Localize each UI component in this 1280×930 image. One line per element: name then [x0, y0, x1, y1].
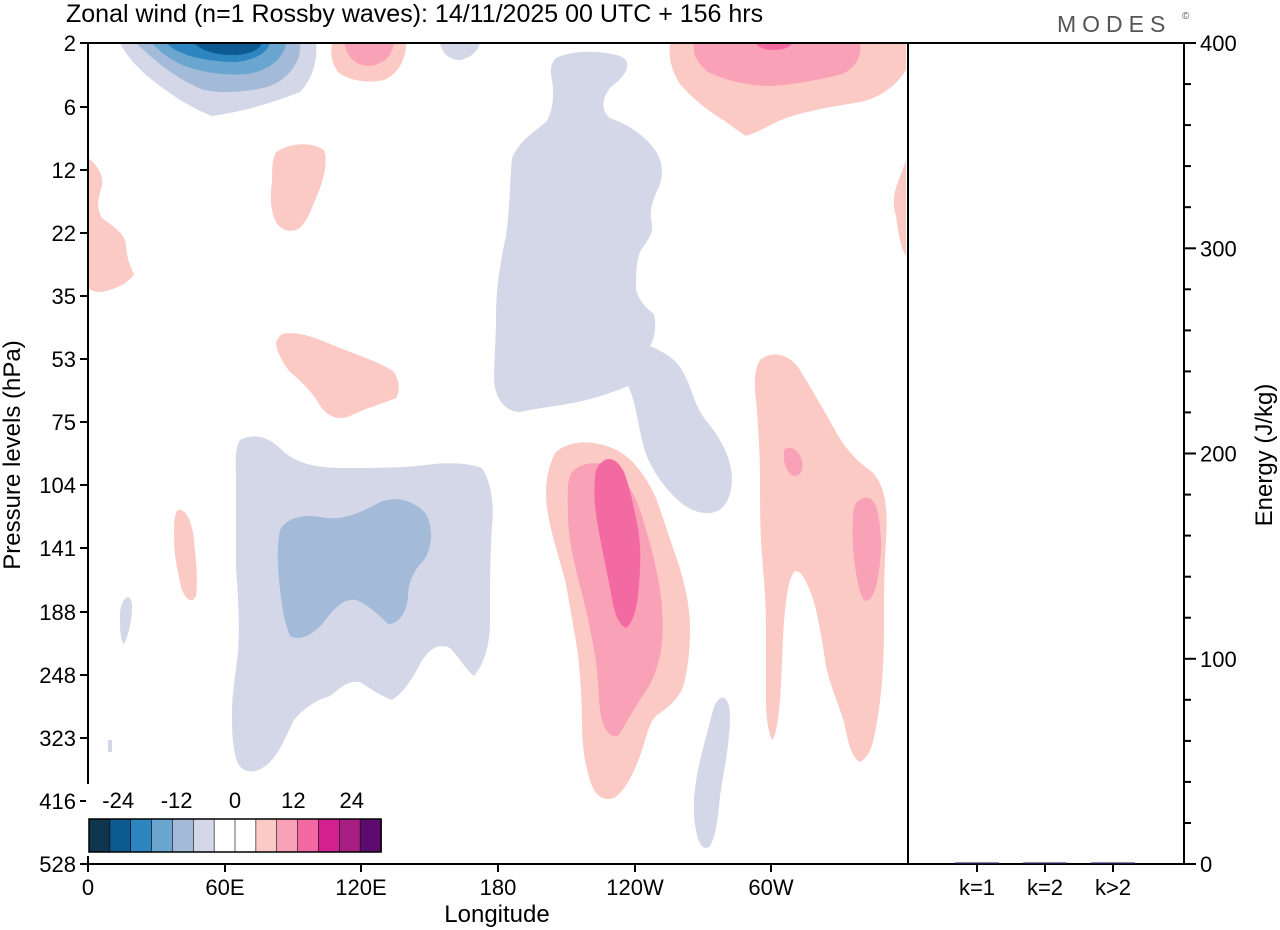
energy-category-label: k>2 [1095, 875, 1131, 900]
colorbar-label: -24 [102, 788, 134, 813]
colorbar-label: 24 [340, 788, 364, 813]
contour-neg-light [108, 740, 112, 752]
colorbar-swatch [255, 818, 278, 853]
energy-tick-label: 0 [1200, 852, 1212, 877]
contour-pos-mid [784, 447, 803, 476]
chart-title: Zonal wind (n=1 Rossby waves): 14/11/202… [66, 0, 763, 28]
colorbar-swatch [192, 818, 215, 853]
contour-pos-strong [756, 43, 792, 50]
contour-pos-mid [852, 497, 881, 601]
contour-neg-light [232, 436, 493, 772]
colorbar-swatches [88, 818, 382, 853]
contour-pos-light [893, 160, 906, 256]
contour-neg-mid [277, 499, 432, 639]
contour-pos-light [88, 158, 134, 292]
y-tick-label: 12 [52, 158, 76, 183]
y-tick-label: 35 [52, 284, 76, 309]
colorbar-swatch [151, 818, 174, 853]
y-tick-label: 53 [52, 347, 76, 372]
x-axis-label: Longitude [444, 901, 549, 928]
y-tick-label: 528 [39, 852, 76, 877]
energy-category-label: k=2 [1027, 875, 1063, 900]
y-tick-label: 248 [39, 663, 76, 688]
colorbar-label: -12 [161, 788, 193, 813]
y-tick-label: 2 [64, 31, 76, 56]
colorbar-labels: -24 -12 0 12 24 [102, 788, 364, 813]
contour-neg-core [194, 43, 262, 55]
y-tick-label: 416 [39, 789, 76, 814]
contour-pos-light [276, 333, 399, 419]
energy-tick-label: 300 [1200, 236, 1237, 261]
energy-tick-label: 400 [1200, 31, 1237, 56]
colorbar-swatch [213, 818, 236, 853]
energy-bar [1023, 862, 1067, 864]
colorbar-swatch [109, 818, 132, 853]
contour-neg-light [494, 51, 732, 514]
energy-axis-label: Energy (J/kg) [1251, 384, 1278, 527]
x-tick-label: 120E [335, 875, 386, 900]
y-axis-label: Pressure levels (hPa) [0, 340, 26, 569]
longitude-axis: 0 60E 120E 180 120W 60W [82, 864, 794, 900]
colorbar-legend: -24 -12 0 12 24 [86, 784, 382, 856]
contour-pos-mid [344, 43, 394, 66]
energy-axis: 0 100 200 300 400 [1184, 31, 1237, 877]
y-tick-label: 323 [39, 726, 76, 751]
colorbar-swatch [297, 818, 320, 853]
contour-pos-light [270, 144, 326, 231]
x-tick-label: 180 [480, 875, 517, 900]
energy-tick-label: 200 [1200, 442, 1237, 467]
contour-pos-strong [594, 458, 641, 628]
energy-bars [955, 862, 1135, 864]
energy-tick-label: 100 [1200, 647, 1237, 672]
colorbar-label: 0 [229, 788, 241, 813]
colorbar-label: 12 [281, 788, 305, 813]
x-tick-label: 120W [606, 875, 664, 900]
pressure-axis: 2 6 12 22 35 53 75 104 141 188 248 323 4… [39, 31, 88, 877]
contour-pos-light [174, 509, 197, 601]
energy-categories: k=1 k=2 k>2 [959, 864, 1131, 900]
contour-pos-mid [693, 43, 861, 86]
colorbar-swatch [88, 818, 111, 853]
energy-bar [1091, 862, 1135, 864]
y-tick-label: 104 [39, 473, 76, 498]
x-tick-label: 0 [82, 875, 94, 900]
y-tick-label: 75 [52, 410, 76, 435]
colorbar-swatch [276, 818, 299, 853]
energy-bar [955, 862, 999, 864]
x-tick-label: 60E [205, 875, 244, 900]
colorbar-swatch [130, 818, 153, 853]
colorbar-swatch [359, 818, 382, 853]
y-tick-label: 6 [64, 95, 76, 120]
contour-neg-light [120, 597, 132, 644]
colorbar-swatch [172, 818, 195, 853]
x-tick-label: 60W [748, 875, 793, 900]
colorbar-frame [88, 818, 382, 853]
y-tick-label: 22 [52, 221, 76, 246]
contour-neg-light [693, 697, 730, 849]
contour-neg-light [440, 43, 480, 60]
y-tick-label: 141 [39, 536, 76, 561]
brand-mark: © [1182, 11, 1190, 22]
energy-category-label: k=1 [959, 875, 995, 900]
colorbar-swatch [234, 818, 257, 853]
brand-logo: MODES [1057, 11, 1171, 37]
colorbar-swatch [318, 818, 341, 853]
y-tick-label: 188 [39, 600, 76, 625]
colorbar-swatch [338, 818, 361, 853]
contour-field [88, 43, 906, 849]
